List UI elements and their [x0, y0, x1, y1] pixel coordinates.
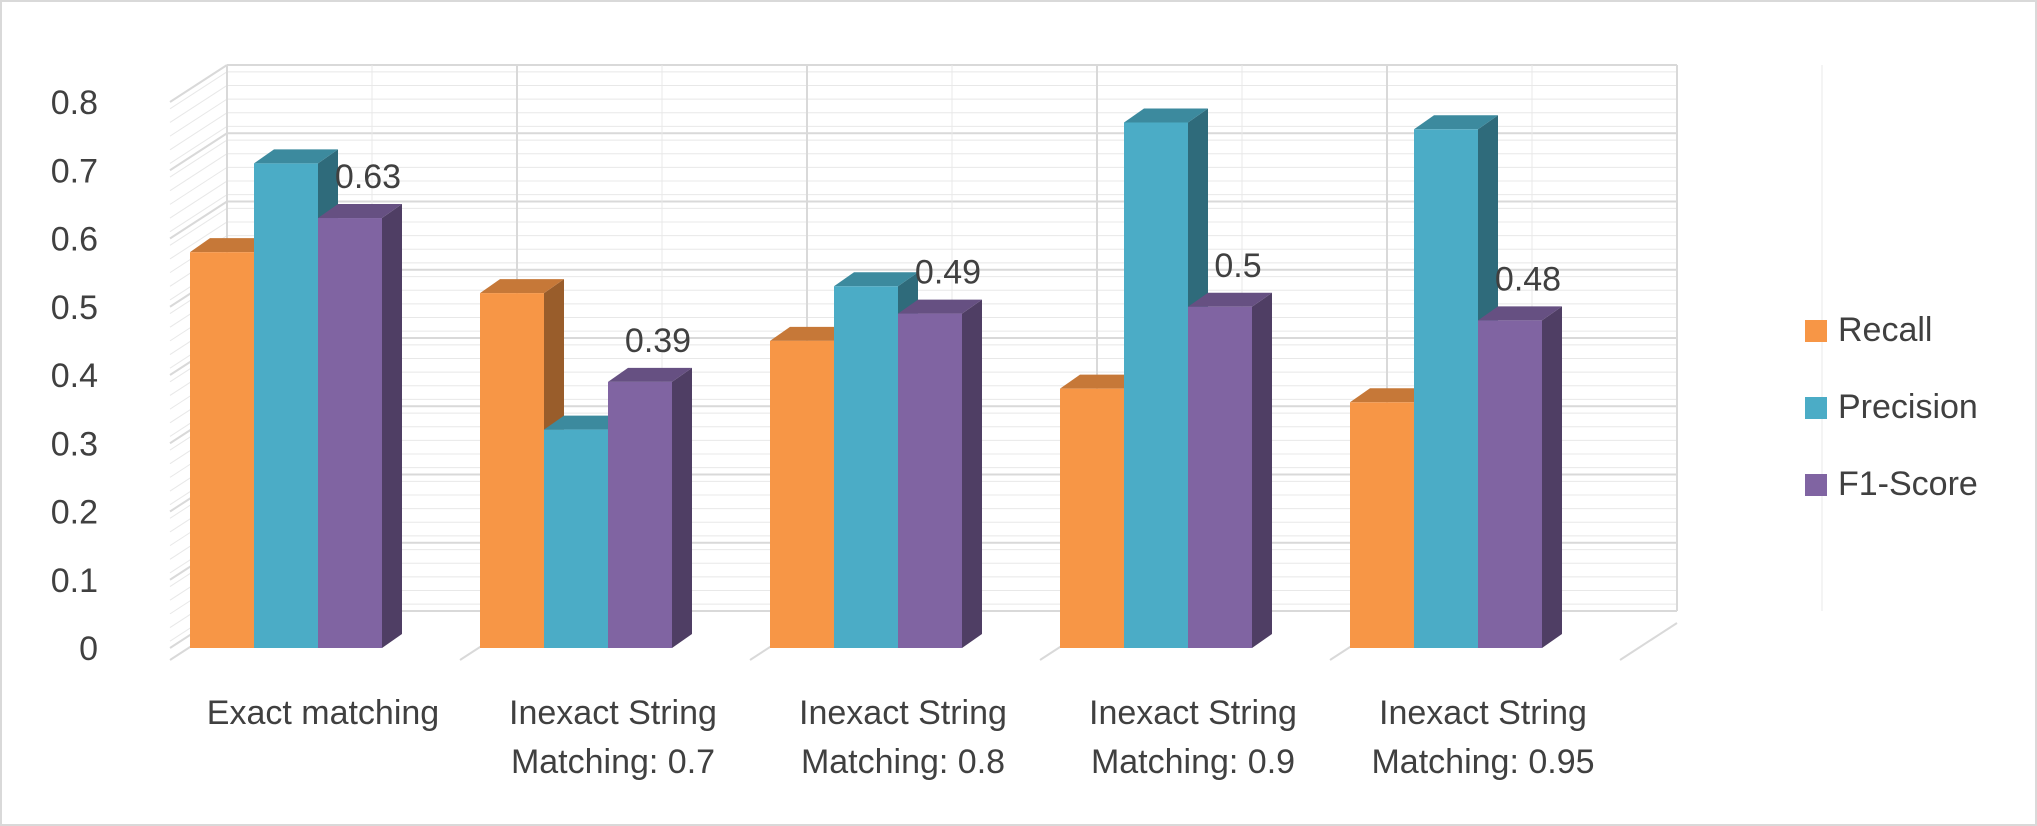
minor-gridline-side — [169, 71, 228, 110]
bar-front — [480, 293, 544, 648]
bar-side — [1252, 292, 1272, 648]
gridline-side — [169, 64, 228, 103]
bar-front — [834, 286, 898, 648]
bar-front — [190, 252, 254, 648]
y-tick-label: 0 — [79, 630, 98, 668]
data-label: 0.63 — [335, 158, 401, 196]
chart-bars: 0.63 0.39 0.49 0.5 0.48 — [190, 108, 1562, 649]
x-category-line: Inexact String — [1089, 694, 1297, 732]
bar-front — [1478, 320, 1542, 648]
minor-gridline-side — [169, 207, 228, 246]
bar-side — [1542, 306, 1562, 648]
minor-gridline-side — [169, 139, 228, 178]
bar-top — [190, 238, 274, 253]
bar-f1-score — [608, 367, 692, 648]
bar-front — [1414, 129, 1478, 649]
minor-gridline-side — [169, 85, 228, 123]
bar-f1-score — [318, 204, 402, 648]
chart-legend: Recall Precision F1-Score — [1805, 311, 1978, 503]
bar-front — [1060, 388, 1124, 648]
minor-gridline-side — [169, 112, 228, 151]
x-category-line: Matching: 0.7 — [511, 743, 715, 781]
bar-top — [1478, 306, 1562, 321]
bar-front — [898, 313, 962, 648]
minor-gridline-side — [169, 153, 228, 192]
minor-gridline-side — [169, 98, 228, 137]
x-axis: Exact matching Inexact String Matching: 0.… — [207, 694, 1595, 781]
gridline-side — [169, 132, 228, 172]
y-tick-label: 0.2 — [51, 494, 98, 532]
bar-top — [1188, 292, 1272, 307]
bar-front — [318, 218, 382, 648]
minor-gridline-side — [169, 166, 228, 205]
data-label: 0.5 — [1214, 247, 1261, 285]
bar-front — [544, 429, 608, 648]
x-category-line: Inexact String — [509, 694, 717, 732]
x-category-line: Matching: 0.8 — [801, 743, 1005, 781]
legend-swatch — [1805, 474, 1827, 496]
y-tick-label: 0.7 — [51, 152, 98, 190]
bar-side — [962, 299, 982, 648]
minor-gridline-side — [169, 194, 228, 233]
bar-f1-score — [898, 299, 982, 648]
bar-top — [1414, 115, 1498, 130]
minor-gridline-side — [169, 126, 228, 164]
y-tick-label: 0.1 — [51, 562, 98, 600]
bar-top — [898, 299, 982, 314]
minor-gridline-side — [169, 180, 228, 219]
bar-f1-score — [1188, 292, 1272, 648]
x-category-line: Matching: 0.95 — [1371, 743, 1594, 781]
bar-top — [480, 279, 564, 294]
data-label: 0.39 — [625, 322, 691, 360]
bar-side — [672, 367, 692, 648]
bar-front — [1188, 306, 1252, 648]
bar-front — [1350, 402, 1414, 648]
data-label: 0.48 — [1495, 260, 1561, 298]
x-category-line: Inexact String — [799, 694, 1007, 732]
bar-front — [608, 381, 672, 648]
x-category-line: Matching: 0.9 — [1091, 743, 1295, 781]
bar-side — [382, 204, 402, 648]
bar-top — [1124, 108, 1208, 123]
legend-label: Precision — [1838, 388, 1978, 426]
bar-top — [608, 367, 692, 382]
bar-front — [770, 340, 834, 648]
bar-top — [544, 415, 628, 430]
x-category-label: Inexact String Matching: 0.9 — [1089, 694, 1297, 781]
bar-top — [1060, 374, 1144, 389]
x-category-label: Inexact String Matching: 0.7 — [509, 694, 717, 781]
x-category-line: Exact matching — [207, 694, 439, 732]
bar-front — [254, 163, 318, 649]
bar-top — [1350, 388, 1434, 403]
data-label: 0.49 — [915, 254, 981, 292]
y-tick-label: 0.8 — [51, 84, 98, 122]
bar-top — [254, 149, 338, 164]
bar-top — [318, 204, 402, 219]
y-tick-label: 0.4 — [51, 357, 98, 395]
bar-front — [1124, 122, 1188, 649]
bar-top — [834, 272, 918, 287]
x-category-label: Exact matching — [207, 694, 439, 732]
x-category-label: Inexact String Matching: 0.95 — [1371, 694, 1594, 781]
y-tick-label: 0.6 — [51, 221, 98, 259]
legend-label: Recall — [1838, 311, 1932, 349]
bar-top — [770, 326, 854, 341]
legend-swatch — [1805, 320, 1827, 342]
y-tick-label: 0.5 — [51, 289, 98, 327]
legend-swatch — [1805, 397, 1827, 419]
y-tick-label: 0.3 — [51, 425, 98, 463]
minor-gridline-side — [169, 221, 228, 260]
gridline-side — [169, 200, 228, 240]
floor-line — [1619, 622, 1678, 661]
x-category-line: Inexact String — [1379, 694, 1587, 732]
bar-f1-score — [1478, 306, 1562, 648]
x-category-label: Inexact String Matching: 0.8 — [799, 694, 1007, 781]
legend-label: F1-Score — [1838, 465, 1978, 503]
y-axis: 0 0.1 0.2 0.3 0.4 0.5 0.6 0.7 0.8 — [51, 84, 98, 668]
